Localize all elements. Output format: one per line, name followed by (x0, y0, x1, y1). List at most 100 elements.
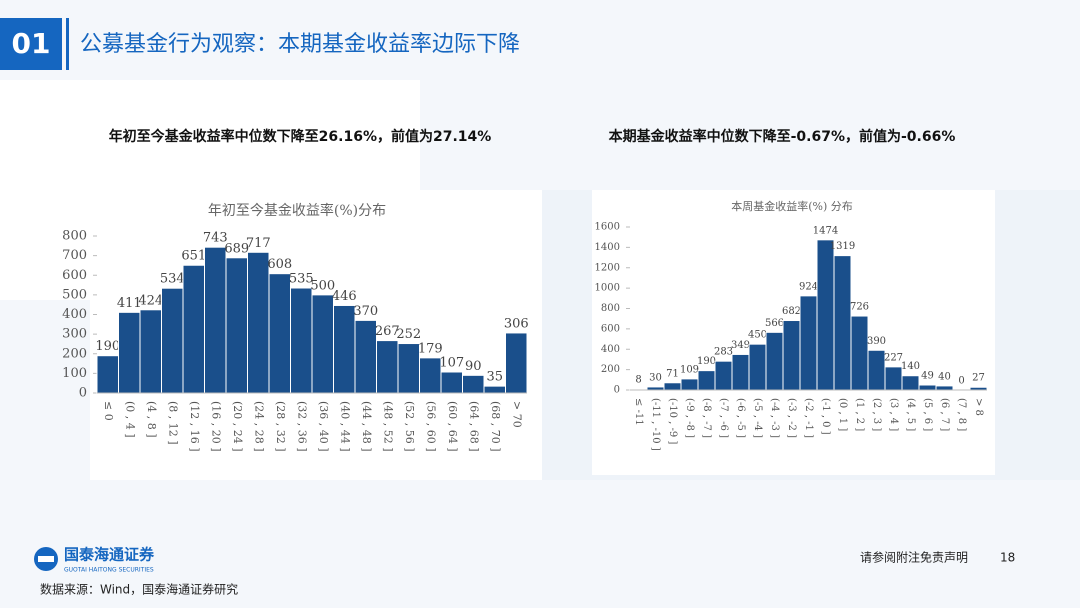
data-label: 267 (375, 324, 400, 339)
bar (333, 304, 356, 394)
bar (290, 287, 313, 394)
data-label: 30 (649, 372, 662, 383)
bar (419, 357, 442, 394)
x-tick-label: (60 , 64 ] (446, 401, 459, 452)
x-tick-label: ≤ -11 (633, 398, 644, 426)
y-tick-label: 500 (62, 287, 87, 302)
header-badge (0, 18, 62, 70)
data-label: 71 (666, 368, 679, 379)
y-tick-label: 1000 (595, 283, 620, 294)
data-label: 190 (95, 339, 120, 354)
x-tick-label: (24 , 28 ] (252, 401, 265, 452)
data-label: 726 (850, 302, 869, 313)
x-tick-label: (-5 , -4 ] (752, 398, 763, 438)
data-label: 35 (486, 370, 503, 385)
x-tick-label: (36 , 40 ] (317, 401, 330, 452)
data-label: 1474 (813, 225, 838, 236)
data-label: 40 (938, 371, 951, 382)
x-tick-label: (-7 , -6 ] (718, 398, 729, 438)
x-tick-label: ≤ 0 (102, 401, 115, 421)
x-tick-label: (0 , 1 ] (837, 398, 848, 431)
x-tick-label: (20 , 24 ] (231, 401, 244, 452)
y-tick-label: 200 (601, 364, 620, 375)
y-tick-label: 600 (62, 268, 87, 283)
bar (118, 311, 141, 394)
data-label: 109 (680, 364, 699, 375)
bar (354, 319, 377, 394)
bar (901, 375, 920, 391)
logo-icon (38, 556, 54, 562)
bar (225, 257, 248, 394)
data-label: 424 (138, 293, 163, 308)
y-tick-label: 200 (62, 346, 87, 361)
header-divider (66, 18, 69, 70)
y-tick-label: 600 (601, 323, 620, 334)
x-tick-label: (16 , 20 ] (209, 401, 222, 452)
x-tick-label: (40 , 44 ] (338, 401, 351, 452)
bar (440, 371, 463, 394)
x-tick-label: (6 , 7 ] (939, 398, 950, 431)
chart-title: 本周基金收益率(%) 分布 (731, 199, 853, 213)
x-tick-label: (64 , 68 ] (467, 401, 480, 452)
logo-text-en: GUOTAI HAITONG SECURITIES (64, 567, 154, 574)
data-label: 90 (465, 359, 482, 374)
y-tick-label: 1400 (595, 242, 620, 253)
bar (680, 378, 699, 391)
bar (505, 332, 528, 394)
bar (833, 255, 852, 391)
disclaimer: 请参阅附注免责声明 (860, 550, 968, 565)
x-tick-label: (4 , 8 ] (145, 401, 158, 438)
data-label: 535 (289, 272, 314, 287)
data-label: 446 (332, 289, 357, 304)
data-label: 608 (267, 257, 292, 272)
data-label: 682 (782, 306, 801, 317)
bar (867, 349, 886, 391)
x-tick-label: (4 , 5 ] (905, 398, 916, 431)
data-label: 390 (867, 336, 886, 347)
data-label: 227 (884, 352, 903, 363)
y-tick-label: 300 (62, 327, 87, 342)
x-tick-label: (3 , 4 ] (888, 398, 899, 431)
x-tick-label: (32 , 36 ] (295, 401, 308, 452)
x-tick-label: (68 , 70 ] (489, 401, 502, 452)
bar (816, 239, 835, 391)
y-tick-label: 0 (79, 386, 87, 401)
x-tick-label: (7 , 8 ] (956, 398, 967, 431)
chart-title: 年初至今基金收益率(%)分布 (208, 202, 386, 219)
bar (714, 360, 733, 391)
bar (182, 264, 205, 394)
data-label: 370 (353, 304, 378, 319)
bar (884, 366, 903, 391)
data-label: 190 (697, 356, 716, 367)
header-title: 公募基金行为观察：本期基金收益率边际下降 (80, 32, 520, 57)
bar (918, 384, 937, 391)
y-tick-label: 400 (601, 344, 620, 355)
x-tick-label: (2 , 3 ] (871, 398, 882, 431)
chart-subtitle: 本期基金收益率中位数下降至-0.67%，前值为-0.66% (609, 128, 956, 145)
x-tick-label: > 70 (510, 401, 523, 428)
data-label: 924 (799, 281, 818, 292)
chart-subtitle: 年初至今基金收益率中位数下降至26.16%，前值为27.14% (109, 128, 492, 145)
data-label: 566 (765, 318, 784, 329)
header-number: 01 (12, 27, 51, 60)
y-tick-label: 800 (62, 229, 87, 244)
bar (483, 385, 506, 394)
data-label: 349 (731, 340, 750, 351)
x-tick-label: (-11 , -10 ] (650, 398, 661, 451)
data-label: 689 (224, 241, 249, 256)
data-label: 252 (396, 327, 421, 342)
bar (161, 287, 184, 394)
data-label: 283 (714, 347, 733, 358)
x-tick-label: (0 , 4 ] (123, 401, 136, 438)
x-tick-label: (1 , 2 ] (854, 398, 865, 431)
data-label: 0 (958, 376, 964, 387)
y-tick-label: 100 (62, 366, 87, 381)
y-tick-label: 700 (62, 248, 87, 263)
data-label: 8 (635, 375, 641, 386)
bar (663, 382, 682, 391)
x-tick-label: (-4 , -3 ] (769, 398, 780, 438)
y-tick-label: 400 (62, 307, 87, 322)
bar (697, 370, 716, 391)
bar (782, 320, 801, 391)
